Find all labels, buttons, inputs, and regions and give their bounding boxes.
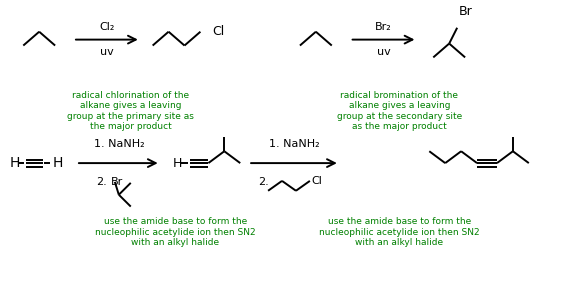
- Text: uv: uv: [377, 47, 391, 57]
- Text: radical chlorination of the
alkane gives a leaving
group at the primary site as
: radical chlorination of the alkane gives…: [67, 91, 194, 131]
- Text: H: H: [52, 156, 62, 170]
- Text: 2.: 2.: [258, 177, 269, 187]
- Text: Cl: Cl: [212, 25, 224, 38]
- Text: H: H: [172, 157, 182, 170]
- Text: radical bromination of the
alkane gives a leaving
group at the secondary site
as: radical bromination of the alkane gives …: [337, 91, 462, 131]
- Text: Br: Br: [111, 177, 123, 187]
- Text: 2.: 2.: [96, 177, 107, 187]
- Text: use the amide base to form the
nucleophilic acetylide ion then SN2
with an alkyl: use the amide base to form the nucleophi…: [319, 218, 480, 247]
- Text: 1. NaNH₂: 1. NaNH₂: [94, 139, 144, 149]
- Text: Br: Br: [459, 5, 473, 18]
- Text: H: H: [9, 156, 20, 170]
- Text: Cl₂: Cl₂: [99, 22, 115, 32]
- Text: Cl: Cl: [312, 176, 323, 186]
- Text: Br₂: Br₂: [375, 22, 392, 32]
- Text: uv: uv: [100, 47, 114, 57]
- Text: use the amide base to form the
nucleophilic acetylide ion then SN2
with an alkyl: use the amide base to form the nucleophi…: [95, 218, 256, 247]
- Text: 1. NaNH₂: 1. NaNH₂: [268, 139, 319, 149]
